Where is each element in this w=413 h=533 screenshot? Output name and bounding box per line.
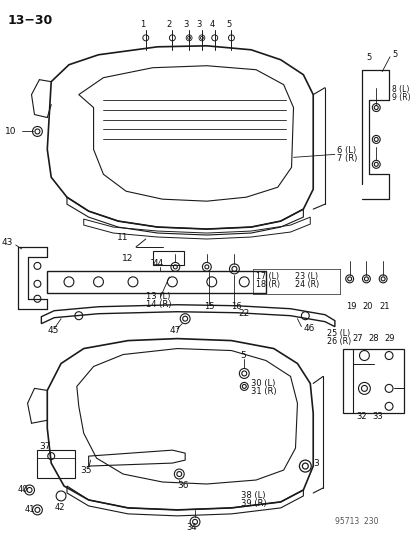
Text: 27: 27 (352, 334, 362, 343)
Text: 34: 34 (186, 523, 197, 532)
Text: 3: 3 (196, 20, 201, 29)
Text: 28: 28 (368, 334, 378, 343)
Text: 10: 10 (5, 127, 17, 136)
Text: 21: 21 (378, 302, 389, 311)
Text: 13−30: 13−30 (8, 14, 53, 27)
Text: 4: 4 (209, 20, 214, 29)
Text: 8 (L): 8 (L) (391, 85, 408, 94)
Text: 37: 37 (39, 442, 51, 451)
Text: 31 (R): 31 (R) (251, 387, 276, 396)
Text: 39 (R): 39 (R) (241, 499, 266, 508)
Text: 33: 33 (371, 412, 382, 421)
Text: 5: 5 (225, 20, 230, 29)
Text: 40: 40 (18, 486, 28, 495)
Text: 25 (L): 25 (L) (326, 329, 349, 338)
Text: 19: 19 (345, 302, 355, 311)
Bar (37, 450, 75, 478)
Text: 38 (L): 38 (L) (241, 491, 265, 500)
Text: 3: 3 (183, 20, 188, 29)
Text: 20: 20 (362, 302, 372, 311)
Text: 42: 42 (54, 503, 64, 512)
Text: 24 (R): 24 (R) (295, 280, 319, 289)
Text: 18 (R): 18 (R) (256, 280, 280, 289)
Text: 95713  230: 95713 230 (334, 518, 377, 527)
Text: 6 (L): 6 (L) (336, 146, 355, 155)
Text: 17 (L): 17 (L) (256, 272, 278, 281)
Text: 9 (R): 9 (R) (391, 93, 410, 102)
Text: 5: 5 (240, 351, 245, 360)
Text: 46: 46 (303, 324, 314, 333)
Bar (47, 271, 265, 293)
Text: 45: 45 (47, 326, 59, 335)
Text: 7 (R): 7 (R) (336, 154, 356, 163)
Text: 16: 16 (231, 302, 242, 311)
Text: 26 (R): 26 (R) (326, 337, 350, 346)
Text: 1: 1 (140, 20, 145, 29)
Text: 41: 41 (24, 505, 35, 514)
Text: 5: 5 (391, 50, 396, 59)
Text: 23 (L): 23 (L) (295, 272, 318, 281)
Text: 13 (L): 13 (L) (145, 292, 170, 301)
Text: 32: 32 (356, 412, 366, 421)
Text: 11: 11 (116, 232, 128, 241)
Text: 47: 47 (169, 326, 180, 335)
Text: 29: 29 (383, 334, 394, 343)
Text: 44: 44 (152, 260, 164, 269)
Text: 36: 36 (177, 481, 188, 490)
Bar (152, 251, 184, 265)
Text: 30 (L): 30 (L) (251, 379, 275, 388)
Text: 5: 5 (366, 53, 371, 62)
Text: 35: 35 (81, 465, 92, 474)
Text: 43: 43 (2, 238, 13, 247)
Text: 15: 15 (203, 302, 214, 311)
Text: 12: 12 (121, 254, 133, 263)
Text: 22: 22 (238, 309, 249, 318)
Text: 2: 2 (166, 20, 172, 29)
Text: 3: 3 (313, 458, 318, 467)
Text: 14 (R): 14 (R) (145, 300, 171, 309)
